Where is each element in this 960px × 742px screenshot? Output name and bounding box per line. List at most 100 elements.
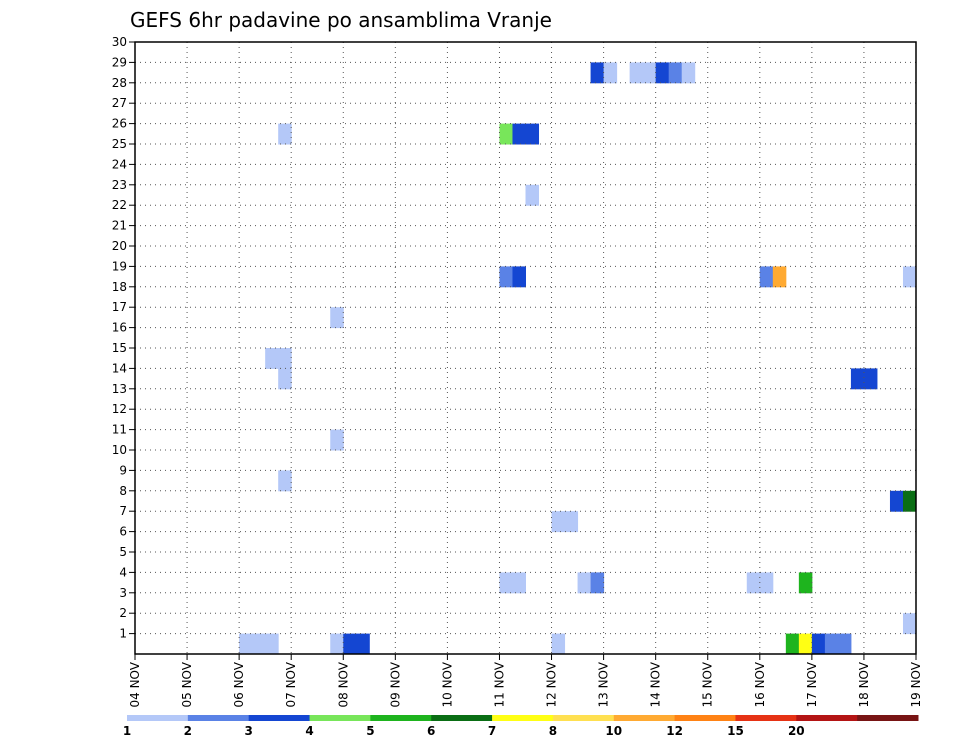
- heatmap-cell: [629, 62, 644, 84]
- y-tick-label: 24: [112, 157, 127, 171]
- x-axis: 04 NOV 05 NOV 06 NOV 07 NOV 08 NOV 09 NOV 10 N…: [128, 654, 923, 708]
- y-tick-label: 13: [112, 382, 127, 396]
- x-tick-label: 14 NOV: [649, 661, 663, 707]
- colorbar-label: 10: [605, 724, 622, 738]
- x-tick-label: 08 NOV: [336, 661, 350, 707]
- y-tick-label: 12: [112, 402, 127, 416]
- heatmap-cell: [902, 613, 917, 635]
- y-tick-label: 18: [112, 280, 127, 294]
- y-tick-label: 3: [119, 586, 127, 600]
- y-tick-label: 21: [112, 219, 127, 233]
- heatmap-cell: [603, 62, 618, 84]
- y-tick-label: 27: [112, 96, 127, 110]
- colorbar-label: 1: [123, 724, 131, 738]
- heatmap-cell: [837, 633, 852, 655]
- heatmap-cell: [278, 470, 292, 492]
- colorbar-swatch: [309, 715, 371, 721]
- heatmap-cell: [551, 633, 566, 655]
- y-tick-label: 5: [119, 545, 127, 559]
- colorbar-swatch: [370, 715, 432, 721]
- y-tick-label: 9: [119, 463, 127, 477]
- heatmap-cells: [239, 62, 917, 655]
- x-tick-label: 17 NOV: [805, 661, 819, 707]
- x-tick-label: 18 NOV: [857, 661, 871, 707]
- colorbar-swatch: [552, 715, 615, 721]
- heatmap-cell: [772, 266, 787, 288]
- y-tick-label: 29: [112, 55, 127, 69]
- y-tick-label: 2: [119, 606, 127, 620]
- y-tick-label: 15: [112, 341, 127, 355]
- heatmap-cell: [811, 633, 826, 655]
- heatmap-cell: [590, 572, 605, 594]
- y-tick-label: 16: [112, 321, 127, 335]
- heatmap-cell: [655, 62, 670, 84]
- heatmap-cell: [759, 266, 774, 288]
- colorbar-swatch: [674, 715, 736, 721]
- chart-title: GEFS 6hr padavine po ansamblima Vranje: [130, 8, 552, 32]
- heatmap-cell: [499, 266, 513, 288]
- heatmap-cell: [798, 633, 813, 655]
- heatmap-cell: [499, 572, 513, 594]
- heatmap-cell: [330, 633, 344, 655]
- heatmap-cell: [564, 511, 579, 533]
- colorbar-swatch: [431, 715, 493, 721]
- heatmap-cell: [278, 123, 292, 145]
- colorbar-label: 7: [488, 724, 496, 738]
- colorbar-swatch: [248, 715, 311, 721]
- x-tick-label: 06 NOV: [232, 661, 246, 707]
- heatmap-cell: [512, 123, 526, 145]
- heatmap-cell: [278, 348, 292, 369]
- heatmap-cell: [668, 62, 683, 84]
- heatmap-cell: [681, 62, 696, 84]
- colorbar-swatch: [187, 715, 250, 721]
- heatmap-cell: [239, 633, 253, 655]
- grid-lines: [135, 42, 916, 654]
- heatmap-cell: [265, 348, 279, 369]
- heatmap-cell: [902, 490, 917, 512]
- y-tick-label: 28: [112, 76, 127, 90]
- heatmap-cell: [330, 307, 344, 329]
- x-tick-label: 04 NOV: [128, 661, 142, 707]
- heatmap-cell: [499, 123, 513, 145]
- y-tick-label: 1: [119, 627, 127, 641]
- colorbar-label: 5: [366, 724, 374, 738]
- y-tick-label: 19: [112, 259, 127, 273]
- heatmap-cell: [642, 62, 657, 84]
- x-tick-label: 15 NOV: [701, 661, 715, 707]
- x-tick-label: 11 NOV: [492, 661, 506, 707]
- heatmap-cell: [512, 572, 526, 594]
- heatmap-cell: [525, 123, 540, 145]
- x-tick-label: 09 NOV: [388, 661, 402, 707]
- x-tick-label: 05 NOV: [180, 661, 194, 707]
- heatmap-cell: [746, 572, 761, 594]
- heatmap-cell: [278, 368, 292, 390]
- colorbar-swatch: [857, 715, 919, 721]
- y-tick-label: 20: [112, 239, 127, 253]
- heatmap-cell: [590, 62, 605, 84]
- colorbar-swatch: [492, 715, 554, 721]
- heatmap-cell: [863, 368, 878, 390]
- colorbar-swatch: [735, 715, 797, 721]
- x-tick-label: 10 NOV: [440, 661, 454, 707]
- heatmap-cell: [512, 266, 526, 288]
- heatmap-cell: [525, 184, 540, 206]
- heatmap-cell: [265, 633, 279, 655]
- heatmap-cell: [902, 266, 917, 288]
- y-tick-label: 7: [119, 504, 127, 518]
- y-tick-label: 30: [112, 35, 127, 49]
- x-tick-label: 13 NOV: [597, 661, 611, 707]
- colorbar-label: 2: [184, 724, 192, 738]
- heatmap-cell: [798, 572, 813, 594]
- colorbar-label: 3: [245, 724, 253, 738]
- heatmap-cell: [759, 572, 774, 594]
- heatmap-cell: [577, 572, 592, 594]
- heatmap-cell: [889, 490, 904, 512]
- y-tick-label: 25: [112, 137, 127, 151]
- colorbar-label: 20: [788, 724, 805, 738]
- y-tick-label: 17: [112, 300, 127, 314]
- y-axis: 1234567891011121314151617181920212223242…: [112, 35, 135, 641]
- x-tick-label: 19 NOV: [909, 661, 923, 707]
- heatmap-cell: [330, 429, 344, 451]
- heatmap-cell: [824, 633, 839, 655]
